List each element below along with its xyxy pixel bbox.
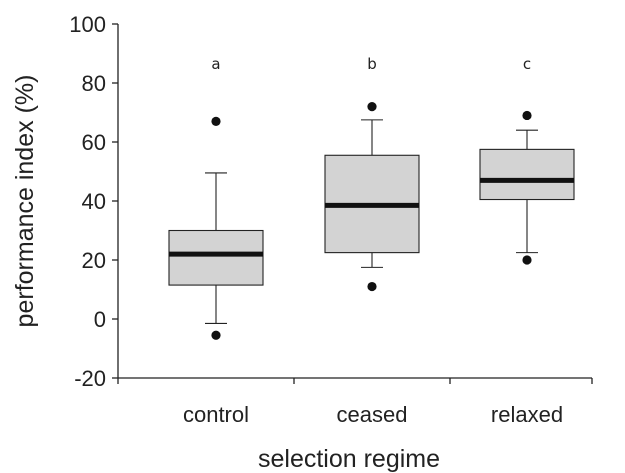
x-tick-label-relaxed: relaxed	[491, 402, 563, 427]
y-tick-label: 80	[82, 71, 106, 96]
y-tick-label: 40	[82, 189, 106, 214]
outlier-point	[211, 330, 221, 340]
axes: -20 0 20 40 60 80 100 control ceased relaxed	[69, 12, 593, 427]
outlier-point	[522, 110, 532, 121]
y-tick-label: 100	[69, 12, 106, 37]
significance-letter-b: b	[367, 55, 377, 73]
y-axis-title: performance index (%)	[11, 75, 39, 328]
y-tick-label: 0	[94, 307, 106, 332]
box-ceased	[324, 102, 420, 292]
box-control	[168, 116, 264, 340]
x-tick-label-ceased: ceased	[337, 402, 408, 427]
outlier-point	[367, 102, 377, 112]
x-ticks: control ceased relaxed	[117, 378, 593, 427]
box-relaxed	[479, 110, 575, 265]
y-tick-label: -20	[74, 366, 106, 391]
significance-letters: a b c	[211, 55, 531, 73]
y-tick-label: 60	[82, 130, 106, 155]
significance-letter-c: c	[523, 55, 531, 73]
interquartile-box	[479, 148, 575, 201]
x-tick-label-control: control	[183, 402, 249, 427]
y-tick-label: 20	[82, 248, 106, 273]
outlier-point	[211, 116, 221, 126]
y-ticks: -20 0 20 40 60 80 100	[69, 12, 118, 391]
outlier-point	[522, 255, 532, 265]
outlier-point	[367, 281, 377, 292]
significance-letter-a: a	[211, 55, 220, 73]
interquartile-box	[168, 229, 264, 286]
x-axis-title: selection regime	[258, 445, 440, 473]
boxes	[168, 102, 575, 340]
